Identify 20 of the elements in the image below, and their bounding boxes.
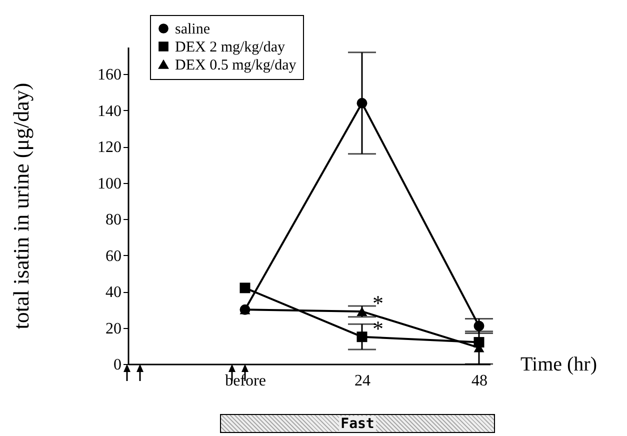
y-tick-label: 60: [106, 248, 122, 265]
y-tick-label: 0: [114, 356, 122, 374]
y-tick-label: 40: [106, 284, 122, 302]
y-tick-label: 100: [98, 175, 122, 192]
y-axis-title: total isatin in urine (μg/day): [8, 82, 34, 330]
y-tick-label: 140: [98, 102, 122, 120]
x-axis-title: Time (hr): [520, 354, 597, 376]
x-tick-label: before: [225, 372, 266, 390]
y-tick-label: 160: [98, 66, 122, 84]
annotation: *: [372, 316, 384, 341]
y-tick-label: 80: [106, 212, 122, 229]
hatched-strip: Fast: [220, 414, 495, 433]
legend-label: DEX 0.5 mg/kg/day: [175, 58, 297, 74]
legend-label: DEX 2 mg/kg/day: [175, 40, 286, 56]
annotation: *: [372, 290, 384, 316]
x-tick-label: 24: [354, 372, 370, 390]
legend-label: saline: [175, 22, 210, 38]
y-tick-label: 120: [98, 139, 122, 156]
y-tick-label: 20: [106, 320, 122, 338]
x-tick-label: 48: [471, 372, 488, 390]
